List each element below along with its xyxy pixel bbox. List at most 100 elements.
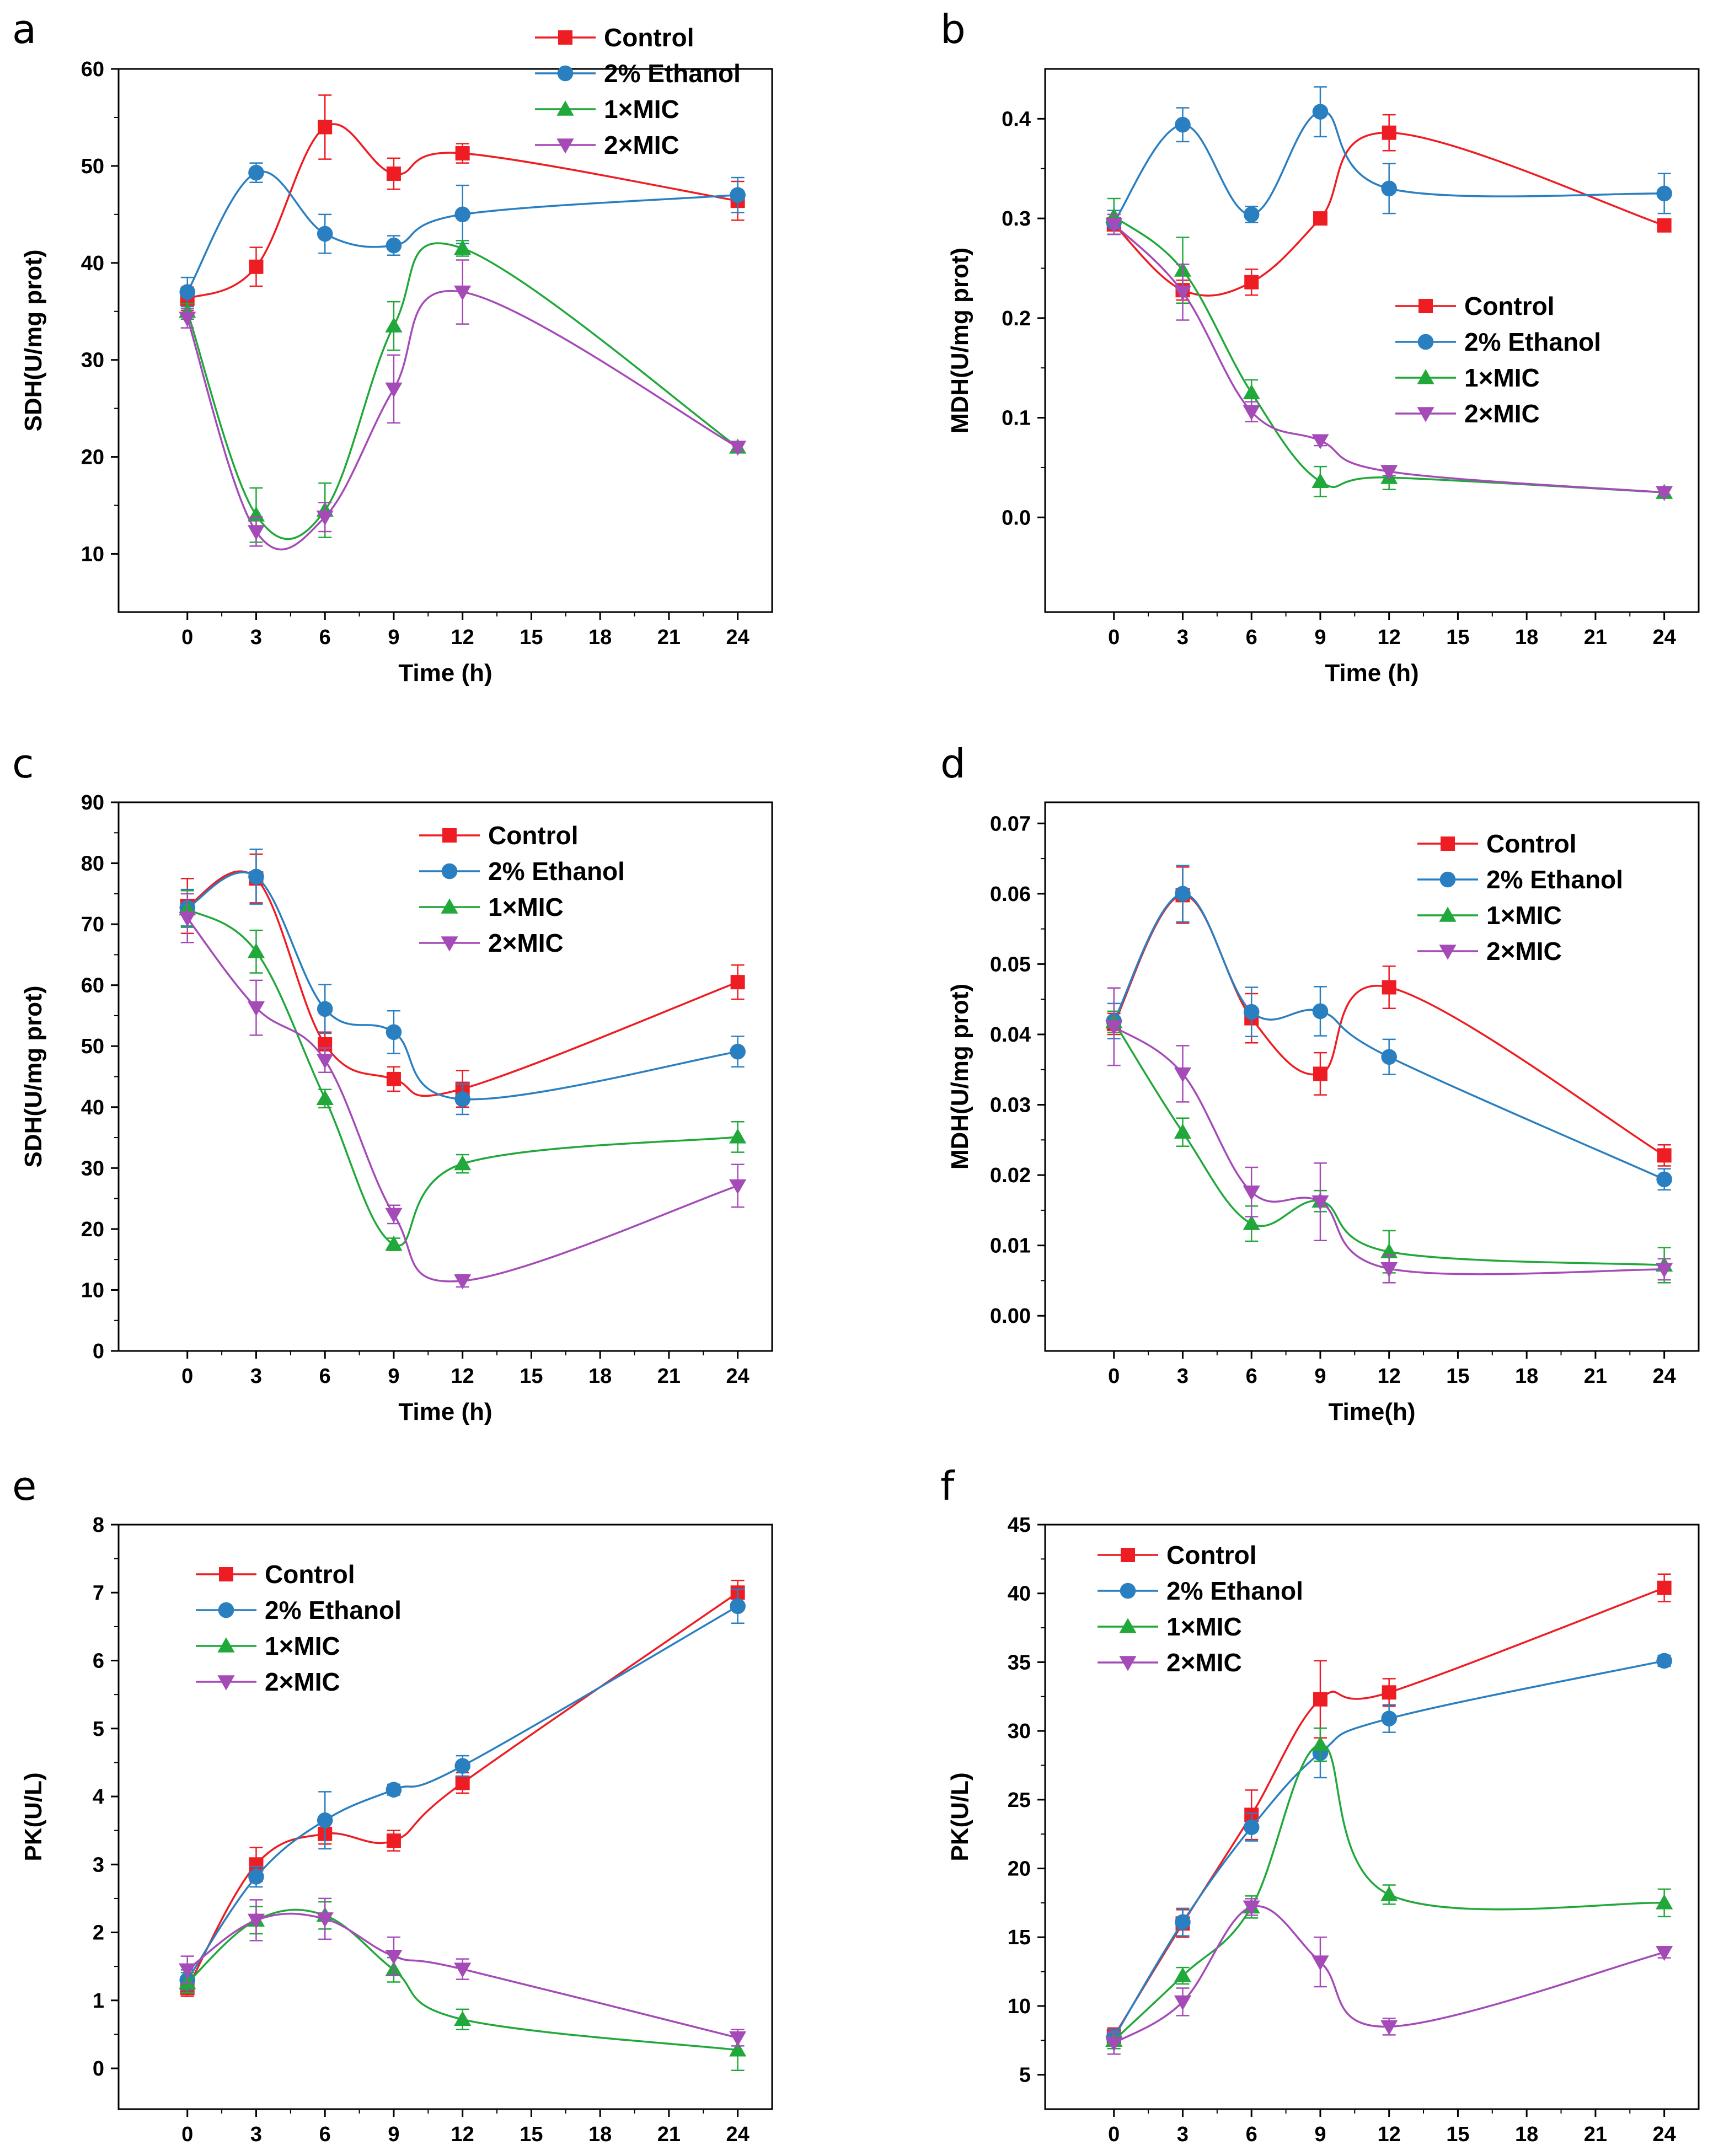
chart-panel-b: b 0 3 6 9 12 15 18 21 24 0.0 0.1 0.2 0.3 0.4 Time (h) MD… <box>940 6 1700 687</box>
x-tick-label: 12 <box>1378 1365 1401 1388</box>
y-tick-label: 0.06 <box>990 883 1031 906</box>
legend-label: Control <box>1464 292 1555 320</box>
y-axis-title: PK(U/L) <box>20 1772 47 1861</box>
y-tick-label: 0.05 <box>990 953 1031 976</box>
data-point <box>1656 486 1673 501</box>
legend-marker <box>1417 407 1434 422</box>
data-point <box>1312 1736 1329 1751</box>
legend-marker <box>1120 1583 1136 1599</box>
y-axis-title: MDH(U/mg prot) <box>946 984 973 1170</box>
legend-marker <box>1439 907 1457 922</box>
y-axis-title: PK(U/L) <box>946 1772 973 1861</box>
legend-marker <box>442 828 457 843</box>
data-point <box>1243 1186 1260 1201</box>
data-point <box>1243 384 1260 400</box>
x-tick-label: 3 <box>250 1365 262 1388</box>
x-tick-label: 6 <box>319 1365 331 1388</box>
data-point <box>1656 1945 1673 1961</box>
data-point <box>1313 1066 1327 1081</box>
x-tick-label: 12 <box>1378 626 1401 649</box>
x-tick-label: 3 <box>1177 2123 1189 2146</box>
chart-panel-c: c 0 3 6 9 12 15 18 21 24 0 10 20 30 40 50 60 70 80 90 Time (… <box>12 741 773 1425</box>
series-2×MIC <box>179 893 747 1290</box>
y-tick-label: 30 <box>1008 1720 1031 1743</box>
series-line <box>186 242 738 540</box>
x-tick-label: 12 <box>451 626 474 649</box>
chart-panel-a: a 0 3 6 9 12 15 18 21 24 10 20 30 40 50 60 Time (h) SDH(U… <box>12 6 773 687</box>
data-point <box>247 1001 265 1017</box>
legend-marker <box>217 1675 235 1691</box>
data-point <box>247 506 265 522</box>
y-tick-label: 10 <box>81 1279 104 1302</box>
panel-letter: b <box>940 6 966 52</box>
data-point <box>1243 1819 1260 1836</box>
legend-label: 2% Ethanol <box>1486 865 1623 894</box>
x-axis-title: Time (h) <box>398 1398 492 1425</box>
data-point <box>1657 1580 1672 1595</box>
data-point <box>1312 473 1329 488</box>
x-axis-title: Time(h) <box>1328 1398 1415 1425</box>
data-point <box>386 1024 402 1041</box>
data-point <box>730 975 745 990</box>
chart-panel-e: e03691215182124012345678Time (h)PK(U/L)C… <box>12 1463 773 2146</box>
legend-entry: Control <box>1098 1541 1257 1569</box>
data-point <box>247 943 265 958</box>
y-tick-label: 6 <box>93 1650 104 1673</box>
x-tick-label: 0 <box>1108 626 1120 649</box>
y-tick-label: 7 <box>93 1581 104 1605</box>
series-2% Ethanol <box>1106 865 1672 1191</box>
data-point <box>1382 980 1396 995</box>
x-tick-label: 21 <box>657 626 681 649</box>
data-point <box>386 237 402 254</box>
data-point <box>1243 1004 1260 1020</box>
data-point <box>247 525 265 540</box>
data-point <box>730 187 746 203</box>
x-tick-label: 18 <box>588 1365 612 1388</box>
legend-marker <box>558 30 572 45</box>
legend-label: Control <box>1486 829 1577 858</box>
data-point <box>1174 1067 1192 1082</box>
data-point <box>1380 1886 1398 1901</box>
data-point <box>1381 1710 1397 1726</box>
y-tick-label: 50 <box>81 1035 104 1058</box>
legend-marker <box>441 898 458 914</box>
legend-entry: 1×MIC <box>1395 363 1540 392</box>
x-tick-label: 21 <box>657 1365 681 1388</box>
legend-entry: 1×MIC <box>1098 1612 1242 1641</box>
data-point <box>454 2010 472 2026</box>
data-point <box>317 1812 333 1828</box>
y-tick-label: 0.01 <box>990 1235 1031 1258</box>
data-point <box>1656 185 1672 202</box>
data-point <box>729 1128 747 1144</box>
series-line <box>1113 894 1665 1156</box>
data-point <box>316 1090 334 1105</box>
x-tick-label: 6 <box>319 2123 331 2146</box>
data-point <box>385 382 403 398</box>
legend-label: 1×MIC <box>1486 901 1562 930</box>
legend-marker <box>1418 299 1433 313</box>
x-tick-label: 6 <box>1246 1365 1257 1388</box>
data-point <box>454 206 470 223</box>
y-tick-label: 10 <box>1008 1995 1031 2018</box>
data-point <box>1105 2036 1123 2052</box>
y-tick-label: 0.00 <box>990 1305 1031 1328</box>
x-tick-label: 6 <box>1246 2123 1257 2146</box>
series-line <box>1113 1660 1664 2039</box>
legend-entry: 2% Ethanol <box>1417 865 1623 894</box>
x-tick-label: 15 <box>1446 1365 1469 1388</box>
x-tick-label: 15 <box>520 2123 543 2146</box>
legend-entry: 2×MIC <box>1395 399 1540 428</box>
legend-marker <box>219 1567 233 1581</box>
legend-entry: 2×MIC <box>1417 937 1562 966</box>
x-tick-label: 6 <box>1246 626 1257 649</box>
data-point <box>1380 2020 1398 2035</box>
data-point <box>1382 1685 1396 1700</box>
data-point <box>316 1053 334 1069</box>
data-point <box>179 911 196 927</box>
y-tick-label: 35 <box>1008 1651 1031 1674</box>
data-point <box>1381 1049 1397 1065</box>
series-1×MIC <box>1105 1727 1673 2050</box>
y-tick-label: 50 <box>81 155 104 178</box>
y-tick-label: 15 <box>1008 1926 1031 1949</box>
data-point <box>385 1235 403 1251</box>
